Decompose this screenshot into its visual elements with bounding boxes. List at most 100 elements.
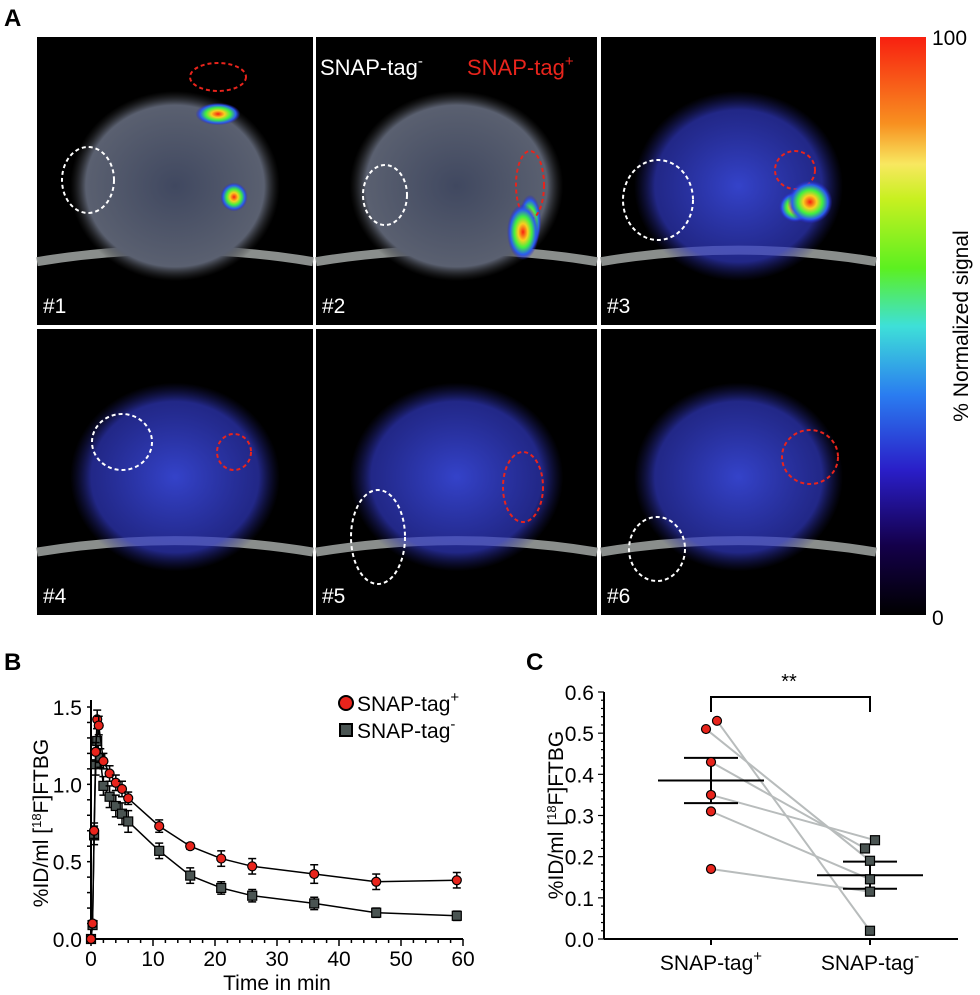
y-tick-label: 0.3: [565, 806, 594, 829]
hotspot: [195, 102, 241, 126]
data-point: [864, 855, 876, 866]
y-tick-label: 0.6: [565, 682, 594, 705]
data-point: [154, 820, 165, 832]
data-point: [185, 841, 196, 852]
roi-positive: [502, 451, 544, 523]
data-point: [123, 816, 134, 827]
data-point: [85, 933, 97, 945]
data-point: [864, 874, 876, 885]
chart-b: 0 10 20 30 40 50 60 0.0 0.5 1.0 1.5: [53, 697, 475, 971]
pair-line: [710, 761, 866, 850]
image-number: #6: [607, 585, 630, 608]
data-point: [154, 845, 165, 856]
series-line: [90, 740, 457, 940]
pet-image-grid: #1 #2 #3 #4 #5 #6: [36, 37, 877, 615]
body-section: [70, 90, 280, 282]
body-section: [70, 382, 280, 572]
roi-positive: [189, 62, 247, 92]
hotspot: [787, 180, 833, 224]
data-point: [90, 746, 101, 757]
y-tick-label: 0.5: [565, 723, 594, 746]
roi-negative: [350, 489, 406, 585]
data-point: [247, 890, 258, 901]
image-number: #3: [607, 295, 630, 318]
y-tick-label: 0.0: [53, 929, 82, 952]
data-point: [87, 918, 98, 929]
colorbar: [880, 37, 926, 615]
body-section: [634, 382, 843, 572]
legend-marker-positive: [338, 695, 354, 711]
image-number: #1: [43, 295, 66, 318]
chart-c: 0.0 0.1 0.2 0.3 0.4 0.5 0.6: [565, 682, 958, 952]
colorbar-min-label: 0: [932, 607, 944, 630]
colorbar-max-label: 100: [932, 27, 967, 50]
y-tick-label: 0.1: [565, 888, 594, 911]
legend-marker-negative: [339, 723, 353, 737]
roi-positive: [781, 429, 839, 485]
data-point: [104, 791, 115, 802]
data-point: [705, 756, 717, 768]
data-point: [864, 925, 876, 936]
panel-b-label: B: [4, 649, 21, 676]
y-tick-label: 0.4: [565, 764, 595, 787]
c-category-positive: SNAP-tag+: [660, 948, 762, 975]
data-point: [104, 768, 115, 779]
x-tick-label: 20: [203, 948, 226, 971]
pair-line: [705, 728, 871, 862]
y-tick-label: 0.2: [565, 847, 594, 870]
b-xlabel: Time in min: [223, 972, 331, 995]
significance-label: **: [781, 671, 797, 693]
legend-negative: SNAP-tag-: [320, 53, 423, 80]
y-tick-label: 0.5: [53, 852, 82, 875]
data-point: [705, 863, 717, 875]
roi-positive: [515, 150, 545, 220]
x-tick-label: 40: [327, 948, 350, 971]
x-tick-label: 10: [141, 948, 164, 971]
roi-positive: [216, 433, 252, 471]
data-point: [216, 853, 227, 864]
data-point: [859, 843, 871, 854]
image-number: #4: [43, 585, 67, 608]
data-point: [309, 868, 320, 880]
panel-c-label: C: [526, 649, 543, 676]
data-point: [451, 875, 462, 886]
series-line: [90, 719, 457, 940]
roi-negative: [628, 516, 686, 582]
legend-label-negative: SNAP-tag-: [357, 716, 455, 743]
x-tick-label: 50: [389, 948, 412, 971]
data-point: [711, 715, 723, 726]
data-point: [371, 876, 382, 887]
pair-line: [710, 810, 871, 881]
y-tick-label: 1.5: [53, 697, 82, 720]
data-point: [309, 898, 320, 909]
y-tick-label: 0.0: [565, 929, 594, 952]
data-point: [705, 789, 717, 801]
x-tick-label: 60: [451, 948, 474, 971]
data-point: [116, 783, 128, 795]
roi-negative: [91, 413, 153, 471]
data-point: [869, 835, 881, 846]
roi-negative: [622, 159, 694, 241]
y-tick-label: 1.0: [53, 774, 82, 797]
data-point: [88, 825, 100, 836]
data-point: [93, 720, 104, 731]
data-point: [98, 756, 109, 767]
x-tick-label: 0: [85, 948, 97, 971]
image-number: #2: [322, 295, 345, 318]
data-point: [123, 793, 134, 804]
data-point: [216, 882, 227, 894]
data-point: [864, 886, 876, 897]
data-point: [92, 735, 103, 747]
panel-a-label: A: [4, 5, 21, 32]
hotspot: [220, 182, 248, 212]
c-ylabel: %ID/ml [18F]FTBG: [544, 731, 568, 899]
data-point: [247, 861, 258, 872]
pair-line: [710, 793, 876, 842]
significance-bracket: [710, 696, 871, 712]
data-point: [451, 910, 462, 921]
body-section: [634, 90, 843, 282]
body-section: [349, 382, 564, 572]
legend-positive: SNAP-tag+: [467, 53, 574, 80]
pair-line: [716, 720, 871, 932]
